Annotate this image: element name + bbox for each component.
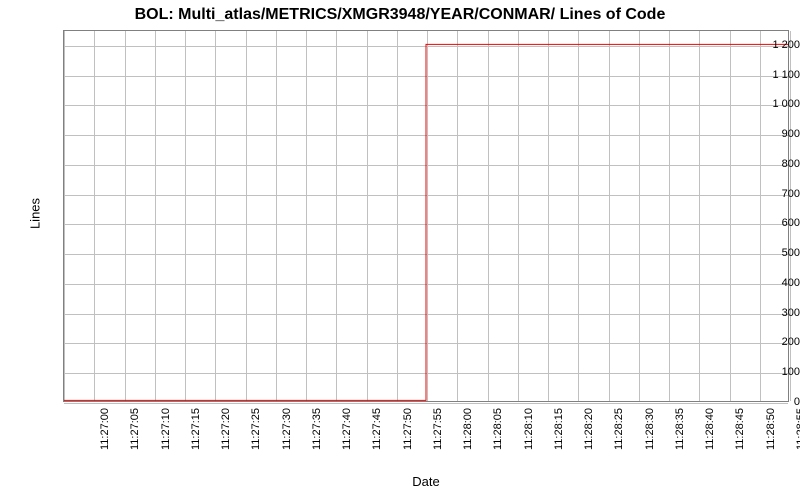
x-tick-label: 11:27:10 — [160, 408, 172, 450]
chart-title: BOL: Multi_atlas/METRICS/XMGR3948/YEAR/C… — [0, 6, 800, 24]
plot-area — [63, 30, 789, 402]
x-tick-label: 11:27:15 — [190, 408, 202, 450]
y-tick-label: 1 200 — [745, 39, 800, 51]
y-tick-label: 300 — [745, 307, 800, 319]
x-tick-label: 11:27:05 — [129, 408, 141, 450]
gridline-horizontal — [64, 403, 788, 404]
x-tick-label: 11:27:00 — [99, 408, 111, 450]
x-tick-label: 11:28:45 — [734, 408, 746, 450]
x-tick-label: 11:28:10 — [523, 408, 535, 450]
y-axis-label: Lines — [28, 184, 43, 244]
x-tick-label: 11:27:30 — [281, 408, 293, 450]
x-tick-label: 11:27:20 — [220, 408, 232, 450]
y-tick-label: 600 — [745, 217, 800, 229]
x-tick-label: 11:28:35 — [674, 408, 686, 450]
y-tick-label: 1 100 — [745, 69, 800, 81]
y-tick-label: 1 000 — [745, 98, 800, 110]
x-tick-label: 11:28:30 — [644, 408, 656, 450]
x-tick-label: 11:28:15 — [553, 408, 565, 450]
y-tick-label: 700 — [745, 188, 800, 200]
data-line-layer — [64, 31, 788, 401]
x-tick-label: 11:27:55 — [432, 408, 444, 450]
y-tick-label: 500 — [745, 247, 800, 259]
x-tick-label: 11:27:25 — [250, 408, 262, 450]
x-tick-label: 11:27:35 — [311, 408, 323, 450]
y-tick-label: 400 — [745, 277, 800, 289]
x-tick-label: 11:28:20 — [583, 408, 595, 450]
y-tick-label: 900 — [745, 128, 800, 140]
x-tick-label: 11:28:00 — [462, 408, 474, 450]
x-tick-label: 11:27:50 — [402, 408, 414, 450]
x-tick-label: 11:28:55 — [795, 408, 800, 450]
x-axis-label: Date — [63, 474, 789, 489]
series-lines-of-code — [64, 44, 788, 400]
x-tick-label: 11:28:05 — [492, 408, 504, 450]
x-tick-label: 11:27:45 — [371, 408, 383, 450]
y-tick-label: 0 — [745, 396, 800, 408]
x-tick-label: 11:28:25 — [613, 408, 625, 450]
y-tick-label: 800 — [745, 158, 800, 170]
y-tick-label: 200 — [745, 336, 800, 348]
chart-container: BOL: Multi_atlas/METRICS/XMGR3948/YEAR/C… — [0, 0, 800, 500]
x-tick-label: 11:28:40 — [704, 408, 716, 450]
x-tick-label: 11:27:40 — [341, 408, 353, 450]
x-tick-label: 11:28:50 — [765, 408, 777, 450]
y-tick-label: 100 — [745, 366, 800, 378]
